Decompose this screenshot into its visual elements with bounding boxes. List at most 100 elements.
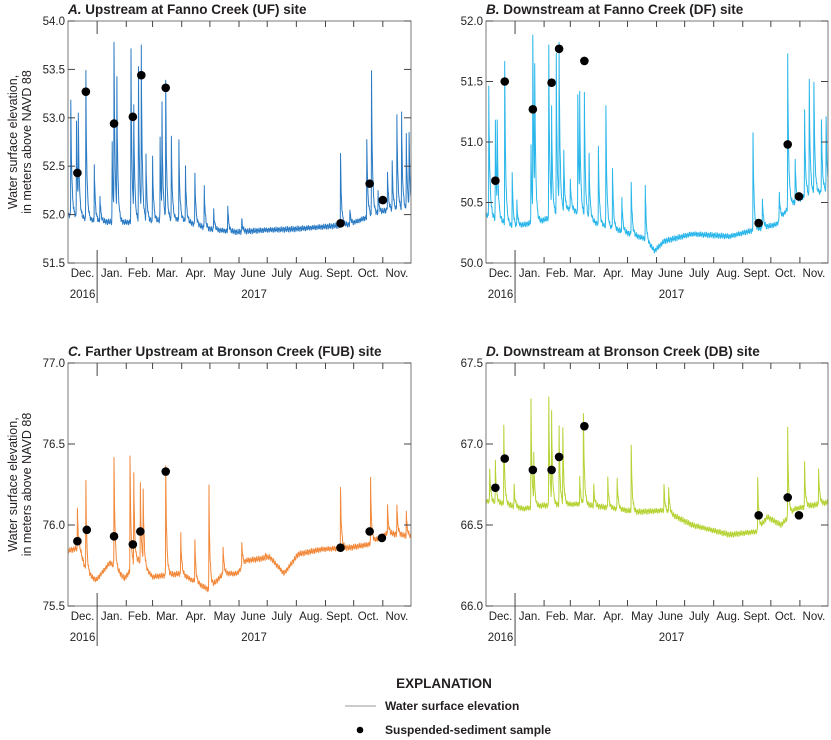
suspended-sediment-sample-point (378, 195, 388, 205)
x-month-label: Oct. (358, 268, 379, 280)
x-month-label: Oct. (358, 611, 379, 623)
suspended-sediment-sample-point (547, 465, 556, 475)
y-tick-label: 50.0 (461, 258, 483, 270)
suspended-sediment-sample-point (136, 70, 146, 80)
x-month-label: Sept. (743, 268, 770, 280)
suspended-sediment-sample-point (109, 119, 119, 128)
x-month-label: Jan. (519, 268, 541, 280)
y-tick-label: 52.0 (461, 16, 483, 28)
y-tick-label: 53.0 (43, 113, 65, 125)
x-month-label: Mar. (156, 611, 178, 623)
y-tick-label: 66.5 (461, 520, 483, 532)
x-month-label: Sept. (326, 611, 353, 623)
suspended-sediment-sample-point (128, 540, 138, 549)
x-month-label: Jan. (519, 611, 541, 623)
suspended-sediment-sample-point (336, 543, 345, 552)
x-month-label: July (272, 611, 293, 623)
suspended-sediment-sample-point (580, 421, 589, 431)
water-surface-elevation-line (67, 455, 412, 593)
x-month-label: Jan. (101, 268, 123, 280)
year-label-2017: 2017 (241, 289, 267, 301)
x-month-label: Mar. (574, 268, 596, 280)
x-month-label: Oct. (775, 611, 796, 623)
y-tick-label: 75.5 (43, 601, 65, 613)
x-month-label: Nov. (803, 611, 826, 623)
legend-dot-label: Suspended-sediment sample (385, 723, 551, 737)
x-month-label: July (689, 611, 710, 623)
plot-frame (67, 20, 412, 264)
year-label-2016: 2016 (70, 289, 96, 301)
x-month-label: July (689, 268, 710, 280)
panel-title: D. Downstream at Bronson Creek (DB) site (486, 344, 760, 359)
x-month-label: Feb. (128, 268, 151, 280)
panel-title-text: Upstream at Fanno Creek (UF) site (82, 2, 308, 17)
x-month-label: Oct. (775, 268, 796, 280)
x-month-label: Aug. (299, 268, 323, 280)
x-month-label: Sept. (326, 268, 353, 280)
legend-line-label: Water surface elevation (385, 699, 519, 713)
suspended-sediment-sample-point (554, 44, 564, 54)
suspended-sediment-sample-point (794, 192, 804, 201)
x-month-label: June (658, 611, 683, 623)
x-month-label: May (631, 611, 653, 623)
suspended-sediment-sample-point (336, 219, 345, 228)
water-surface-elevation-line (67, 41, 412, 236)
suspended-sediment-sample-point (794, 510, 804, 520)
year-label-2016: 2016 (488, 289, 514, 301)
suspended-sediment-sample-point (73, 168, 82, 178)
suspended-sediment-sample-point (554, 452, 564, 462)
suspended-sediment-sample-point (73, 536, 82, 546)
panel-title: B. Downstream at Fanno Creek (DF) site (486, 2, 744, 17)
x-month-label: June (658, 268, 683, 280)
suspended-sediment-sample-point (377, 533, 387, 543)
x-month-label: Apr. (186, 268, 206, 280)
x-month-label: Dec. (71, 611, 95, 623)
water-surface-elevation-line (485, 396, 829, 538)
y-tick-label: 67.0 (461, 439, 483, 451)
panel-letter: B. (486, 2, 500, 17)
x-month-label: Nov. (386, 611, 409, 623)
suspended-sediment-sample-point (500, 454, 510, 463)
suspended-sediment-sample-point (81, 87, 91, 96)
water-surface-elevation-line (485, 34, 829, 254)
suspended-sediment-sample-point (109, 532, 119, 541)
suspended-sediment-sample-point (754, 218, 763, 228)
x-month-label: June (241, 611, 266, 623)
panel-d: D. Downstream at Bronson Creek (DB) site… (461, 344, 829, 646)
y-tick-label: 52.5 (43, 161, 65, 173)
panel-letter: C. (68, 344, 82, 359)
panel-title: C. Farther Upstream at Bronson Creek (FU… (68, 344, 382, 359)
year-label-2017: 2017 (659, 632, 685, 644)
x-month-label: Mar. (574, 611, 596, 623)
x-month-label: May (214, 611, 236, 623)
y-tick-label: 51.5 (43, 258, 65, 270)
x-month-label: Feb. (546, 268, 569, 280)
y-tick-label: 67.5 (461, 358, 483, 370)
y-tick-label: 50.5 (461, 198, 483, 210)
panel-title-text: Farther Upstream at Bronson Creek (FUB) … (82, 344, 383, 359)
x-month-label: Mar. (156, 268, 178, 280)
x-month-label: Jan. (101, 611, 123, 623)
year-label-2017: 2017 (659, 289, 685, 301)
y-tick-label: 53.5 (43, 64, 65, 76)
suspended-sediment-sample-point (528, 105, 538, 114)
x-month-label: Apr. (603, 611, 623, 623)
x-month-label: Feb. (128, 611, 151, 623)
year-label-2016: 2016 (488, 632, 514, 644)
panel-a: A. Upstream at Fanno Creek (UF) site Wate… (6, 2, 412, 303)
suspended-sediment-sample-point (136, 527, 145, 536)
suspended-sediment-sample-point (82, 525, 92, 535)
legend-dot-swatch (356, 726, 364, 734)
panel-c: C. Farther Upstream at Bronson Creek (FU… (6, 344, 412, 646)
suspended-sediment-sample-point (491, 483, 500, 493)
plot-frame (485, 20, 829, 264)
x-month-label: Dec. (489, 268, 513, 280)
y-tick-label: 54.0 (43, 16, 65, 28)
x-month-label: Nov. (386, 268, 409, 280)
x-month-label: May (214, 268, 236, 280)
x-month-label: May (631, 268, 653, 280)
panel-title: A. Upstream at Fanno Creek (UF) site (67, 2, 307, 17)
y-axis-label-line2: in meters above NAVD 88 (20, 413, 34, 557)
